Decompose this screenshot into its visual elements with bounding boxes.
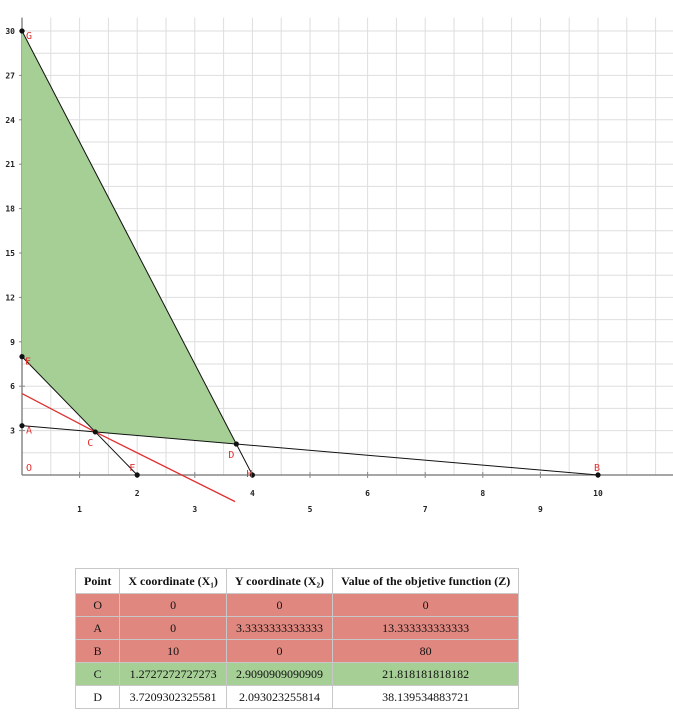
- y-tick-label: 27: [5, 71, 15, 80]
- vertex-marker: [92, 429, 98, 435]
- grid-lines: [22, 17, 673, 475]
- vertex-label: H: [246, 469, 252, 480]
- cell-point: A: [74, 616, 121, 640]
- constraint-line: [21, 30, 253, 476]
- vertex-marker: [19, 28, 25, 34]
- cell-x: 3.7209302325581: [119, 685, 227, 709]
- cell-z: 80: [332, 639, 520, 663]
- table-header-row: Point X coordinate (X₁) Y coordinate (X₂…: [74, 568, 520, 594]
- y-tick-label: 12: [5, 293, 15, 302]
- table-row: D 3.7209302325581 2.093023255814 38.1395…: [74, 685, 520, 709]
- x-tick-label: 4: [250, 489, 255, 498]
- vertex-label: C: [87, 438, 93, 449]
- x-tick-label: 10: [593, 489, 603, 498]
- y-tick-label: 18: [5, 205, 15, 214]
- cell-x: 0: [119, 616, 227, 640]
- cell-x: 0: [119, 593, 227, 617]
- x-tick-label: 9: [538, 505, 543, 514]
- vertex-marker: [595, 472, 601, 478]
- header-x-coordinate: X coordinate (X₁): [119, 568, 227, 594]
- header-objective-value: Value of the objetive function (Z): [332, 568, 520, 594]
- constraint-line: [21, 356, 138, 476]
- vertex-label: F: [129, 463, 135, 474]
- cell-z: 13.333333333333: [332, 616, 520, 640]
- table-row: O 0 0 0: [74, 593, 520, 617]
- y-tick-label: 9: [10, 338, 15, 347]
- cell-point: D: [74, 685, 121, 709]
- x-tick-label: 1: [77, 505, 82, 514]
- header-point: Point: [74, 568, 121, 594]
- x-tick-label: 6: [365, 489, 370, 498]
- vertex-marker: [233, 441, 239, 447]
- vertex-label: B: [594, 463, 600, 474]
- cell-y: 3.3333333333333: [225, 616, 334, 640]
- y-tick-label: 6: [10, 382, 15, 391]
- cell-x: 1.2727272727273: [119, 662, 227, 686]
- cell-y: 0: [225, 593, 334, 617]
- vertex-marker: [249, 472, 255, 478]
- y-tick-label: 3: [10, 427, 15, 436]
- cell-y: 0: [225, 639, 334, 663]
- cell-point: C: [74, 662, 121, 686]
- vertex-marker: [19, 423, 25, 429]
- cell-y: 2.093023255814: [225, 685, 334, 709]
- vertex-label: D: [228, 450, 234, 461]
- x-tick-label: 3: [192, 505, 197, 514]
- x-tick-label: 2: [135, 489, 140, 498]
- vertex-label: O: [26, 463, 32, 474]
- y-tick-label: 30: [5, 27, 15, 36]
- table-row: B 10 0 80: [74, 639, 520, 663]
- x-tick-label: 5: [308, 505, 313, 514]
- table-row: C 1.2727272727273 2.9090909090909 21.818…: [74, 662, 520, 686]
- y-tick-label: 24: [5, 116, 15, 125]
- vertex-marker: [19, 354, 25, 360]
- cell-x: 10: [119, 639, 227, 663]
- cell-z: 21.818181818182: [332, 662, 520, 686]
- cell-point: B: [74, 639, 121, 663]
- cell-y: 2.9090909090909: [225, 662, 334, 686]
- vertices-table: Point X coordinate (X₁) Y coordinate (X₂…: [74, 568, 520, 709]
- cell-z: 38.139534883721: [332, 685, 520, 709]
- y-tick-label: 15: [5, 249, 15, 258]
- x-tick-label: 7: [423, 505, 428, 514]
- vertex-label: A: [26, 426, 32, 437]
- table-row: A 0 3.3333333333333 13.333333333333: [74, 616, 520, 640]
- header-y-coordinate: Y coordinate (X₂): [225, 568, 334, 594]
- y-tick-label: 21: [5, 160, 15, 169]
- cell-point: O: [74, 593, 121, 617]
- x-tick-label: 8: [480, 489, 485, 498]
- constraint-line: [21, 425, 599, 476]
- vertex-marker: [134, 472, 140, 478]
- vertex-label: E: [25, 357, 31, 368]
- vertex-label: G: [26, 31, 32, 42]
- cell-z: 0: [332, 593, 520, 617]
- vertex-points: O A B C D E F G H: [19, 28, 601, 480]
